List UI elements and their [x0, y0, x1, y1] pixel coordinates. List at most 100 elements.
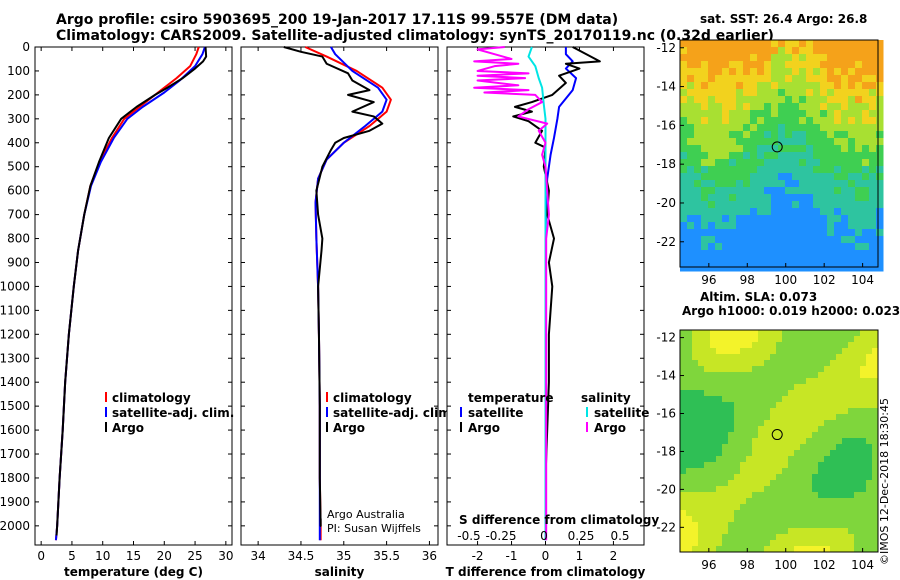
map-cell	[854, 360, 861, 367]
map-cell	[680, 117, 688, 125]
map-cell	[710, 432, 717, 439]
map-cell	[792, 96, 800, 104]
secondary-x-tick-label: 0	[540, 529, 548, 543]
map-cell	[800, 516, 807, 523]
map-cell	[715, 180, 723, 188]
map-cell	[848, 131, 856, 139]
map-cell	[771, 173, 779, 181]
map-cell	[842, 330, 849, 337]
map-cell	[716, 444, 723, 451]
map-cell	[752, 450, 759, 457]
map-cell	[771, 145, 779, 153]
map-cell	[785, 152, 793, 160]
map-cell	[776, 456, 783, 463]
map-cell	[842, 348, 849, 355]
map-cell	[848, 250, 856, 258]
sla-map-subtitle: Argo h1000: 0.019 h2000: 0.023	[682, 304, 900, 318]
map-cell	[813, 159, 821, 167]
map-cell	[812, 348, 819, 355]
map-cell	[848, 474, 855, 481]
map-cell	[860, 396, 867, 403]
map-cell	[782, 450, 789, 457]
map-cell	[740, 534, 747, 541]
map-cell	[692, 408, 699, 415]
map-cell	[694, 75, 702, 83]
map-cell	[848, 187, 856, 195]
map-cell	[782, 420, 789, 427]
map-cell	[854, 348, 861, 355]
map-cell	[834, 131, 842, 139]
map-cell	[860, 462, 867, 469]
map-cell	[704, 330, 711, 337]
map-cell	[692, 366, 699, 373]
map-cell	[758, 438, 765, 445]
map-cell	[855, 208, 863, 216]
map-cell	[800, 504, 807, 511]
map-cell	[862, 243, 870, 251]
map-cell	[812, 462, 819, 469]
legend-label: satellite	[594, 406, 649, 420]
map-cell	[820, 222, 828, 230]
map-cell	[758, 474, 765, 481]
map-cell	[752, 540, 759, 547]
map-cell	[701, 243, 709, 251]
map-cell	[862, 54, 870, 62]
map-cell	[776, 474, 783, 481]
map-cell	[813, 61, 821, 69]
map-cell	[792, 166, 800, 174]
map-cell	[698, 426, 705, 433]
map-cell	[740, 378, 747, 385]
map-cell	[687, 145, 695, 153]
map-cell	[764, 257, 772, 265]
map-cell	[866, 354, 873, 361]
x-tick-label: 34	[250, 549, 265, 563]
map-cell	[743, 82, 751, 90]
map-cell	[764, 480, 771, 487]
map-cell	[824, 438, 831, 445]
map-cell	[806, 131, 814, 139]
map-cell	[872, 462, 879, 469]
x-tick-label: 1	[576, 549, 584, 563]
map-cell	[743, 145, 751, 153]
map-cell	[782, 426, 789, 433]
map-cell	[813, 257, 821, 265]
map-cell	[792, 180, 800, 188]
map-cell	[728, 534, 735, 541]
map-cell	[834, 96, 842, 104]
y-tick-label: 0	[22, 40, 30, 54]
x-tick-label: 5	[68, 549, 76, 563]
map-cell	[764, 522, 771, 529]
map-cell	[818, 336, 825, 343]
map-cell	[806, 330, 813, 337]
y-tick-label: 1000	[0, 279, 30, 293]
map-cell	[813, 131, 821, 139]
map-cell	[800, 444, 807, 451]
map-cell	[722, 450, 729, 457]
map-cell	[764, 432, 771, 439]
map-cell	[836, 480, 843, 487]
map-cell	[848, 229, 856, 237]
map-cell	[788, 372, 795, 379]
map-cell	[722, 366, 729, 373]
map-cell	[841, 257, 849, 265]
map-cell	[792, 243, 800, 251]
map-cell	[722, 528, 729, 535]
map-cell	[866, 432, 873, 439]
map-cell	[854, 510, 861, 517]
map-cell	[710, 372, 717, 379]
map-cell	[841, 82, 849, 90]
map-cell	[704, 366, 711, 373]
map-cell	[848, 117, 856, 125]
map-cell	[876, 236, 884, 244]
map-cell	[824, 522, 831, 529]
map-cell	[776, 390, 783, 397]
map-cell	[834, 208, 842, 216]
map-cell	[764, 402, 771, 409]
map-cell	[680, 173, 688, 181]
map-cell	[728, 546, 735, 553]
map-cell	[764, 444, 771, 451]
map-cell	[824, 450, 831, 457]
float-position-marker	[771, 429, 783, 441]
map-cell	[841, 68, 849, 76]
map-cell	[782, 336, 789, 343]
